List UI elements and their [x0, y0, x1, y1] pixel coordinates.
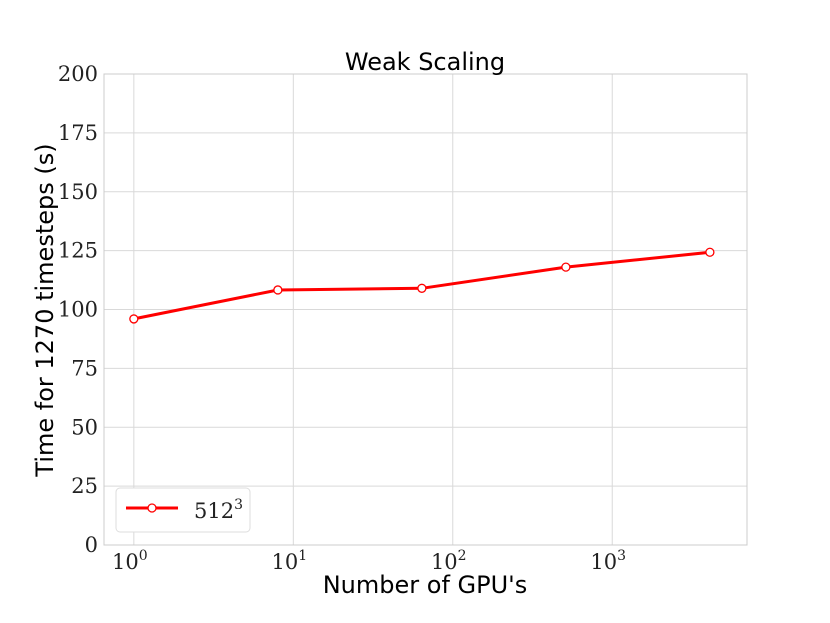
legend-point-marker [147, 503, 157, 513]
y-tick-label: 50 [71, 415, 98, 439]
data-point [705, 247, 715, 257]
x-tick-label: 102 [431, 548, 467, 574]
data-point [561, 262, 571, 272]
y-tick-label: 175 [58, 121, 98, 145]
data-point [417, 283, 427, 293]
x-tick-base: 10 [431, 550, 458, 574]
y-tick-label: 0 [85, 533, 98, 557]
plot-frame [103, 73, 748, 546]
y-tick-label: 150 [58, 180, 98, 204]
y-axis-label: Time for 1270 timesteps (s) [31, 143, 59, 477]
x-tick-exponent: 3 [617, 548, 626, 564]
y-tick-label: 75 [71, 356, 98, 380]
legend-label: 5123 [194, 497, 243, 523]
x-tick-label: 103 [590, 548, 626, 574]
x-tick-label: 101 [271, 548, 307, 574]
chart-title: Weak Scaling [345, 48, 505, 76]
series-layer [129, 247, 715, 324]
data-point [273, 285, 283, 295]
legend-label-exponent: 3 [234, 497, 243, 513]
y-tick-label: 25 [71, 474, 98, 498]
x-tick-exponent: 1 [298, 548, 307, 564]
y-tick-label: 200 [58, 62, 98, 86]
x-tick-label: 100 [112, 548, 148, 574]
y-tick-label: 125 [58, 239, 98, 263]
x-tick-base: 10 [112, 550, 139, 574]
x-tick-exponent: 0 [139, 548, 148, 564]
legend-label-base: 512 [194, 499, 234, 523]
legend: 5123 [115, 487, 251, 533]
x-tick-base: 10 [590, 550, 617, 574]
x-axis-label: Number of GPU's [323, 571, 528, 599]
x-tick-base: 10 [271, 550, 298, 574]
x-tick-exponent: 2 [458, 548, 467, 564]
data-point [129, 314, 139, 324]
grid-lines [104, 73, 747, 546]
y-tick-label: 100 [58, 298, 98, 322]
legend-box [115, 487, 251, 533]
